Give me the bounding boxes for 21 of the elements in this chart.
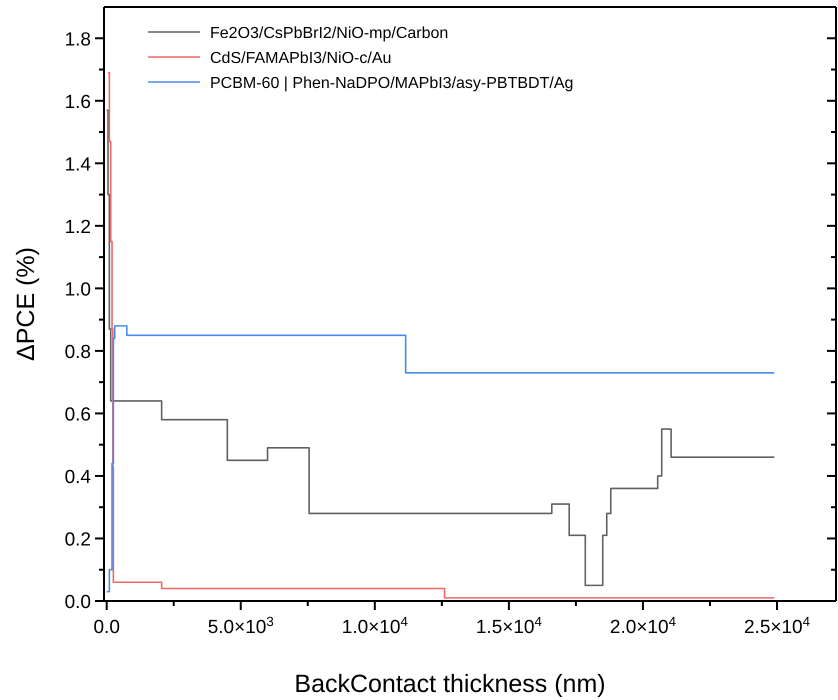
- y-tick-label: 0.2: [64, 529, 91, 550]
- legend-label: PCBM-60 | Phen-NaDPO/MAPbI3/asy-PBTBDT/Ag: [210, 75, 574, 92]
- y-axis-title: ΔPCE (%): [12, 247, 40, 361]
- x-tick-label: 0.0: [93, 617, 120, 638]
- y-tick-label: 0.0: [64, 592, 91, 613]
- x-tick-label: 2.0×10$^{4}$: [610, 614, 676, 638]
- y-tick-label: 1.0: [64, 279, 91, 300]
- y-tick-label: 0.6: [64, 404, 91, 426]
- x-tick-label: 1.0×10$^{4}$: [342, 614, 408, 638]
- x-tick-label: 1.5×10$^{4}$: [476, 614, 542, 638]
- y-tick-label: 1.4: [64, 154, 92, 176]
- y-tick-label: 0.8: [64, 342, 91, 363]
- x-axis-title: BackContact thickness (nm): [294, 670, 606, 698]
- y-tick-label: 1.2: [64, 216, 91, 238]
- legend-label: CdS/FAMAPbI3/NiO-c/Au: [210, 50, 392, 67]
- legend-label: Fe2O3/CsPbBrI2/NiO-mp/Carbon: [210, 25, 448, 42]
- y-tick-label: 0.4: [64, 466, 92, 488]
- x-tick-label: 5.0×10$^{3}$: [208, 614, 274, 638]
- x-tick-label: 2.5×10$^{4}$: [744, 614, 810, 638]
- y-tick-label: 1.6: [64, 92, 91, 113]
- y-tick-label: 1.8: [64, 29, 91, 50]
